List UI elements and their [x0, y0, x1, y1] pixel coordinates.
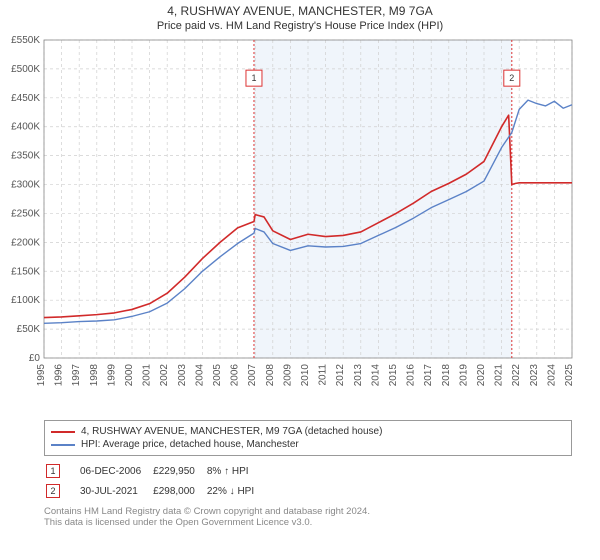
- sale-price: £298,000: [153, 482, 205, 500]
- svg-text:2012: 2012: [335, 364, 346, 387]
- svg-text:£400K: £400K: [11, 122, 40, 133]
- svg-text:£250K: £250K: [11, 208, 40, 219]
- svg-text:2018: 2018: [441, 364, 452, 387]
- svg-text:1995: 1995: [36, 364, 47, 387]
- svg-text:2013: 2013: [353, 364, 364, 387]
- sale-delta: 8% ↑ HPI: [207, 462, 264, 480]
- svg-text:2021: 2021: [494, 364, 505, 387]
- svg-text:2017: 2017: [423, 364, 434, 387]
- legend: 4, RUSHWAY AVENUE, MANCHESTER, M9 7GA (d…: [44, 420, 572, 456]
- svg-text:1999: 1999: [106, 364, 117, 387]
- svg-text:2020: 2020: [476, 364, 487, 387]
- svg-text:2007: 2007: [247, 364, 258, 387]
- svg-text:2025: 2025: [564, 364, 575, 387]
- svg-text:£100K: £100K: [11, 295, 40, 306]
- svg-text:£50K: £50K: [17, 324, 41, 335]
- svg-text:£550K: £550K: [11, 35, 40, 46]
- svg-text:£350K: £350K: [11, 151, 40, 162]
- svg-text:2000: 2000: [124, 364, 135, 387]
- svg-text:1996: 1996: [54, 364, 65, 387]
- svg-text:£200K: £200K: [11, 237, 40, 248]
- svg-text:2004: 2004: [194, 364, 205, 387]
- svg-text:2001: 2001: [142, 364, 153, 387]
- svg-text:1: 1: [251, 73, 256, 83]
- svg-text:2015: 2015: [388, 364, 399, 387]
- chart-area: £0 £50K £100K £150K £200K £250K £300K £350K £400…: [0, 34, 600, 414]
- svg-text:£0: £0: [29, 353, 41, 364]
- svg-text:2005: 2005: [212, 364, 223, 387]
- legend-swatch: [51, 431, 75, 433]
- sale-delta: 22% ↓ HPI: [207, 482, 264, 500]
- svg-text:2003: 2003: [177, 364, 188, 387]
- svg-text:1998: 1998: [89, 364, 100, 387]
- sale-date: 06-DEC-2006: [80, 462, 151, 480]
- chart-title: 4, RUSHWAY AVENUE, MANCHESTER, M9 7GA: [8, 4, 592, 18]
- svg-text:2014: 2014: [370, 364, 381, 387]
- svg-text:2011: 2011: [318, 364, 329, 386]
- legend-swatch: [51, 444, 75, 446]
- svg-text:2: 2: [509, 73, 514, 83]
- svg-text:2022: 2022: [511, 364, 522, 387]
- footer-line: Contains HM Land Registry data © Crown c…: [44, 506, 572, 517]
- svg-text:£450K: £450K: [11, 93, 40, 104]
- sale-marker: 2: [46, 484, 60, 498]
- svg-text:2010: 2010: [300, 364, 311, 387]
- sale-marker: 1: [46, 464, 60, 478]
- svg-text:2024: 2024: [546, 364, 557, 387]
- svg-text:1997: 1997: [71, 364, 82, 387]
- svg-text:£300K: £300K: [11, 180, 40, 191]
- footer-attribution: Contains HM Land Registry data © Crown c…: [44, 506, 572, 528]
- sale-date: 30-JUL-2021: [80, 482, 151, 500]
- sale-row: 2 30-JUL-2021£298,00022% ↓ HPI: [46, 482, 264, 500]
- legend-item: 4, RUSHWAY AVENUE, MANCHESTER, M9 7GA (d…: [51, 425, 565, 438]
- chart-subtitle: Price paid vs. HM Land Registry's House …: [8, 20, 592, 32]
- line-chart: £0 £50K £100K £150K £200K £250K £300K £350K £400…: [0, 34, 600, 414]
- svg-text:2002: 2002: [159, 364, 170, 387]
- svg-text:2019: 2019: [458, 364, 469, 387]
- svg-text:2006: 2006: [230, 364, 241, 387]
- sale-price: £229,950: [153, 462, 205, 480]
- sale-row: 1 06-DEC-2006£229,9508% ↑ HPI: [46, 462, 264, 480]
- svg-text:2023: 2023: [529, 364, 540, 387]
- legend-label: 4, RUSHWAY AVENUE, MANCHESTER, M9 7GA (d…: [81, 426, 382, 437]
- legend-item: HPI: Average price, detached house, Manc…: [51, 438, 565, 451]
- svg-text:£150K: £150K: [11, 266, 40, 277]
- sales-table: 1 06-DEC-2006£229,9508% ↑ HPI 2 30-JUL-2021…: [44, 460, 266, 502]
- footer-line: This data is licensed under the Open Gov…: [44, 517, 572, 528]
- svg-text:2009: 2009: [282, 364, 293, 387]
- svg-text:2008: 2008: [265, 364, 276, 387]
- svg-text:£500K: £500K: [11, 64, 40, 75]
- legend-label: HPI: Average price, detached house, Manc…: [81, 439, 299, 450]
- svg-text:2016: 2016: [406, 364, 417, 387]
